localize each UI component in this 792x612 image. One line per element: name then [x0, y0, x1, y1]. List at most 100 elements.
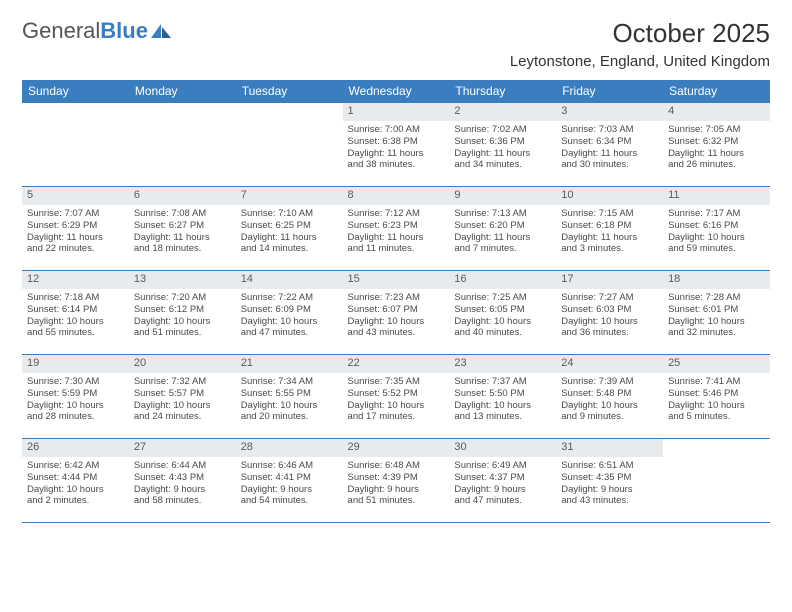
sunrise-text: Sunrise: 6:49 AM [454, 460, 551, 472]
weekday-header-row: SundayMondayTuesdayWednesdayThursdayFrid… [22, 80, 770, 103]
sunset-text: Sunset: 5:52 PM [348, 388, 445, 400]
sunset-text: Sunset: 6:03 PM [561, 304, 658, 316]
sunrise-text: Sunrise: 7:07 AM [27, 208, 124, 220]
day-info: Sunrise: 6:48 AMSunset: 4:39 PMDaylight:… [343, 457, 450, 512]
sunset-text: Sunset: 6:14 PM [27, 304, 124, 316]
daylight-line1: Daylight: 10 hours [241, 400, 338, 412]
calendar-week-row: 12Sunrise: 7:18 AMSunset: 6:14 PMDayligh… [22, 271, 770, 355]
day-info: Sunrise: 7:23 AMSunset: 6:07 PMDaylight:… [343, 289, 450, 344]
sunset-text: Sunset: 6:32 PM [668, 136, 765, 148]
daylight-line1: Daylight: 11 hours [27, 232, 124, 244]
sunrise-text: Sunrise: 7:08 AM [134, 208, 231, 220]
weekday-header: Sunday [22, 80, 129, 103]
day-number: 7 [236, 187, 343, 205]
calendar-week-row: ......1Sunrise: 7:00 AMSunset: 6:38 PMDa… [22, 103, 770, 187]
sunset-text: Sunset: 6:18 PM [561, 220, 658, 232]
sunrise-text: Sunrise: 7:30 AM [27, 376, 124, 388]
daylight-line1: Daylight: 11 hours [454, 148, 551, 160]
daylight-line2: and 55 minutes. [27, 327, 124, 339]
calendar-day-cell: 30Sunrise: 6:49 AMSunset: 4:37 PMDayligh… [449, 439, 556, 523]
daylight-line1: Daylight: 10 hours [561, 400, 658, 412]
daylight-line2: and 58 minutes. [134, 495, 231, 507]
sunset-text: Sunset: 6:23 PM [348, 220, 445, 232]
sunset-text: Sunset: 4:44 PM [27, 472, 124, 484]
calendar-day-cell: .. [236, 103, 343, 187]
day-number: 17 [556, 271, 663, 289]
sunrise-text: Sunrise: 7:22 AM [241, 292, 338, 304]
sunrise-text: Sunrise: 7:23 AM [348, 292, 445, 304]
daylight-line2: and 43 minutes. [348, 327, 445, 339]
day-number: 5 [22, 187, 129, 205]
daylight-line2: and 5 minutes. [668, 411, 765, 423]
sunrise-text: Sunrise: 6:46 AM [241, 460, 338, 472]
brand-word2: Blue [100, 18, 148, 43]
day-info: Sunrise: 7:03 AMSunset: 6:34 PMDaylight:… [556, 121, 663, 176]
sunset-text: Sunset: 6:38 PM [348, 136, 445, 148]
day-number: 15 [343, 271, 450, 289]
calendar-day-cell: .. [129, 103, 236, 187]
day-number: 28 [236, 439, 343, 457]
brand-logo: GeneralBlue [22, 18, 172, 44]
sunrise-text: Sunrise: 7:20 AM [134, 292, 231, 304]
daylight-line2: and 34 minutes. [454, 159, 551, 171]
sunset-text: Sunset: 5:57 PM [134, 388, 231, 400]
day-info: Sunrise: 6:42 AMSunset: 4:44 PMDaylight:… [22, 457, 129, 512]
day-info: Sunrise: 7:27 AMSunset: 6:03 PMDaylight:… [556, 289, 663, 344]
day-info: Sunrise: 7:35 AMSunset: 5:52 PMDaylight:… [343, 373, 450, 428]
day-info: Sunrise: 7:12 AMSunset: 6:23 PMDaylight:… [343, 205, 450, 260]
daylight-line1: Daylight: 11 hours [668, 148, 765, 160]
day-number: 25 [663, 355, 770, 373]
calendar-day-cell: 16Sunrise: 7:25 AMSunset: 6:05 PMDayligh… [449, 271, 556, 355]
calendar-day-cell: 11Sunrise: 7:17 AMSunset: 6:16 PMDayligh… [663, 187, 770, 271]
daylight-line1: Daylight: 10 hours [668, 316, 765, 328]
daylight-line2: and 51 minutes. [348, 495, 445, 507]
sunrise-text: Sunrise: 7:32 AM [134, 376, 231, 388]
calendar-day-cell: 18Sunrise: 7:28 AMSunset: 6:01 PMDayligh… [663, 271, 770, 355]
daylight-line2: and 17 minutes. [348, 411, 445, 423]
day-info: Sunrise: 7:28 AMSunset: 6:01 PMDaylight:… [663, 289, 770, 344]
sunset-text: Sunset: 4:43 PM [134, 472, 231, 484]
day-info: Sunrise: 6:46 AMSunset: 4:41 PMDaylight:… [236, 457, 343, 512]
day-info: Sunrise: 7:22 AMSunset: 6:09 PMDaylight:… [236, 289, 343, 344]
day-number: 9 [449, 187, 556, 205]
daylight-line1: Daylight: 10 hours [241, 316, 338, 328]
calendar-day-cell: 28Sunrise: 6:46 AMSunset: 4:41 PMDayligh… [236, 439, 343, 523]
sunset-text: Sunset: 6:20 PM [454, 220, 551, 232]
daylight-line2: and 14 minutes. [241, 243, 338, 255]
sunrise-text: Sunrise: 7:39 AM [561, 376, 658, 388]
daylight-line2: and 51 minutes. [134, 327, 231, 339]
calendar-day-cell: .. [663, 439, 770, 523]
calendar-day-cell: 25Sunrise: 7:41 AMSunset: 5:46 PMDayligh… [663, 355, 770, 439]
calendar-day-cell: 2Sunrise: 7:02 AMSunset: 6:36 PMDaylight… [449, 103, 556, 187]
calendar-day-cell: 3Sunrise: 7:03 AMSunset: 6:34 PMDaylight… [556, 103, 663, 187]
sunrise-text: Sunrise: 7:02 AM [454, 124, 551, 136]
day-number: 4 [663, 103, 770, 121]
day-info: Sunrise: 7:32 AMSunset: 5:57 PMDaylight:… [129, 373, 236, 428]
calendar-day-cell: 6Sunrise: 7:08 AMSunset: 6:27 PMDaylight… [129, 187, 236, 271]
sunrise-text: Sunrise: 7:35 AM [348, 376, 445, 388]
calendar-day-cell: 5Sunrise: 7:07 AMSunset: 6:29 PMDaylight… [22, 187, 129, 271]
daylight-line1: Daylight: 9 hours [348, 484, 445, 496]
sunrise-text: Sunrise: 7:25 AM [454, 292, 551, 304]
sunset-text: Sunset: 4:41 PM [241, 472, 338, 484]
day-number: 31 [556, 439, 663, 457]
sunrise-text: Sunrise: 7:28 AM [668, 292, 765, 304]
sunrise-text: Sunrise: 7:34 AM [241, 376, 338, 388]
calendar-day-cell: 22Sunrise: 7:35 AMSunset: 5:52 PMDayligh… [343, 355, 450, 439]
day-info: Sunrise: 7:30 AMSunset: 5:59 PMDaylight:… [22, 373, 129, 428]
calendar-day-cell: 9Sunrise: 7:13 AMSunset: 6:20 PMDaylight… [449, 187, 556, 271]
daylight-line1: Daylight: 11 hours [134, 232, 231, 244]
daylight-line1: Daylight: 11 hours [241, 232, 338, 244]
daylight-line2: and 30 minutes. [561, 159, 658, 171]
sunset-text: Sunset: 6:01 PM [668, 304, 765, 316]
day-number: 1 [343, 103, 450, 121]
weekday-header: Thursday [449, 80, 556, 103]
day-info: Sunrise: 7:10 AMSunset: 6:25 PMDaylight:… [236, 205, 343, 260]
daylight-line1: Daylight: 10 hours [27, 400, 124, 412]
location: Leytonstone, England, United Kingdom [510, 53, 770, 70]
daylight-line1: Daylight: 10 hours [668, 400, 765, 412]
sunrise-text: Sunrise: 6:42 AM [27, 460, 124, 472]
day-number: 16 [449, 271, 556, 289]
sunset-text: Sunset: 6:36 PM [454, 136, 551, 148]
day-number: 22 [343, 355, 450, 373]
